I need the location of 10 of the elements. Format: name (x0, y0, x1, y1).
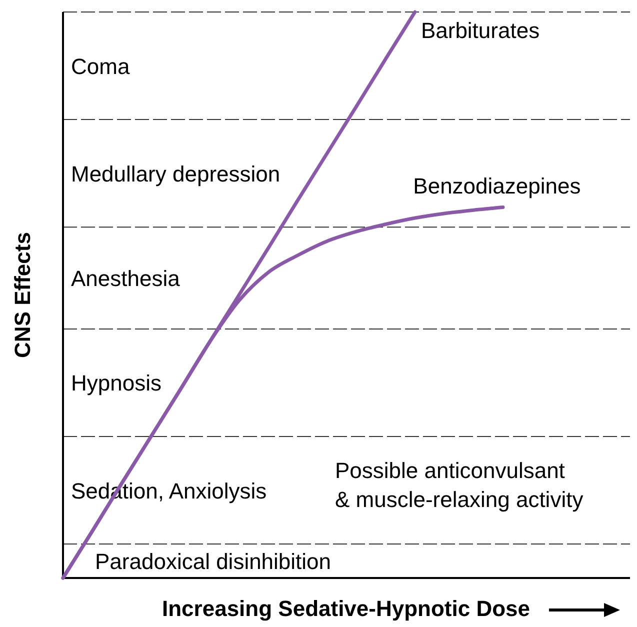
y-axis-title: CNS Effects (10, 232, 35, 358)
x-axis-title: Increasing Sedative-Hypnotic Dose (162, 596, 530, 621)
ref-line-label: Paradoxical disinhibition (95, 549, 332, 574)
series-label: Benzodiazepines (413, 173, 581, 198)
ref-line-label: Coma (71, 54, 130, 79)
ref-line-label: Medullary depression (71, 161, 280, 186)
annotation: Possible anticonvulsant & muscle-relaxing activity (335, 458, 584, 512)
ref-line-label: Hypnosis (71, 370, 162, 396)
ref-line-label: Anesthesia (71, 266, 181, 292)
series-label: Barbiturates (420, 18, 540, 43)
